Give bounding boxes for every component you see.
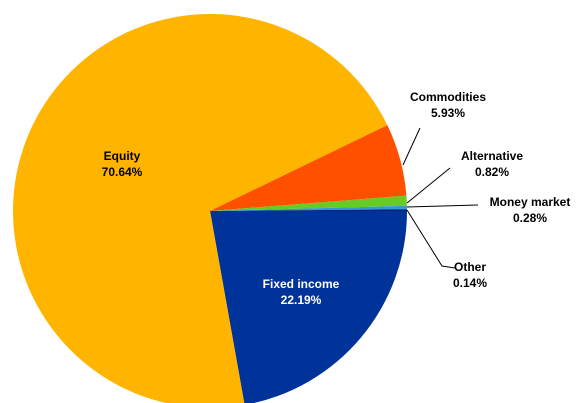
slice-value-label: 22.19% — [281, 293, 322, 307]
pie-slice — [210, 125, 407, 211]
leader-line — [406, 204, 479, 208]
pie-slice — [210, 211, 407, 403]
pie-slice — [210, 205, 407, 211]
slice-value-label: 70.64% — [102, 165, 143, 179]
pie-slice — [210, 195, 407, 211]
pie-slice — [13, 14, 388, 403]
slice-label: Commodities — [410, 90, 486, 104]
leader-line — [402, 127, 421, 166]
slice-label: Equity — [104, 149, 141, 163]
slice-label: Alternative — [461, 149, 523, 163]
slice-label: Fixed income — [263, 277, 340, 291]
slice-value-label: 5.93% — [431, 106, 465, 120]
slice-value-label: 0.28% — [513, 211, 547, 225]
leader-line — [406, 209, 456, 269]
slice-label: Money market — [490, 195, 571, 209]
slice-value-label: 0.82% — [475, 165, 509, 179]
slice-label: Other — [454, 260, 486, 274]
pie-slice — [210, 209, 407, 211]
slice-value-label: 0.14% — [453, 276, 487, 290]
leader-line — [406, 167, 451, 204]
